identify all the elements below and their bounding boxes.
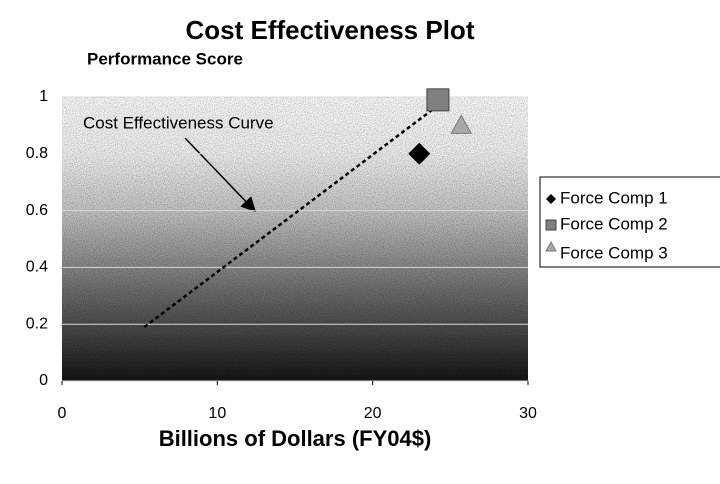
diamond-marker — [408, 142, 431, 165]
curve-label: Cost Effectiveness Curve — [83, 113, 274, 132]
square-marker — [426, 88, 450, 112]
annotation-arrow — [184, 137, 257, 213]
y-tick-label: 0.6 — [26, 202, 48, 219]
x-tick-label: 30 — [519, 405, 537, 422]
cost-effectiveness-curve — [143, 104, 439, 329]
legend-label: Force Comp 2 — [560, 214, 668, 233]
triangle-marker — [450, 114, 473, 134]
plot-background — [62, 97, 528, 381]
x-tick-label: 10 — [208, 405, 226, 422]
diamond-marker — [546, 194, 556, 204]
y-tick-label: 0.4 — [26, 259, 48, 276]
legend-label: Force Comp 1 — [560, 188, 668, 207]
y-tick-label: 0.2 — [26, 315, 48, 332]
y-tick-label: 0 — [39, 372, 48, 389]
chart-title: Cost Effectiveness Plot — [186, 15, 475, 45]
legend-label: Force Comp 3 — [560, 243, 668, 262]
y-tick-label: 1 — [39, 88, 48, 105]
triangle-marker — [545, 240, 557, 252]
legend — [539, 176, 720, 268]
y-axis-label: Performance Score — [87, 49, 243, 68]
y-tick-label: 0.8 — [26, 145, 48, 162]
x-tick-label: 20 — [364, 405, 382, 422]
x-axis-label: Billions of Dollars (FY04$) — [159, 426, 432, 451]
square-marker — [545, 219, 557, 231]
x-tick-label: 0 — [58, 405, 67, 422]
